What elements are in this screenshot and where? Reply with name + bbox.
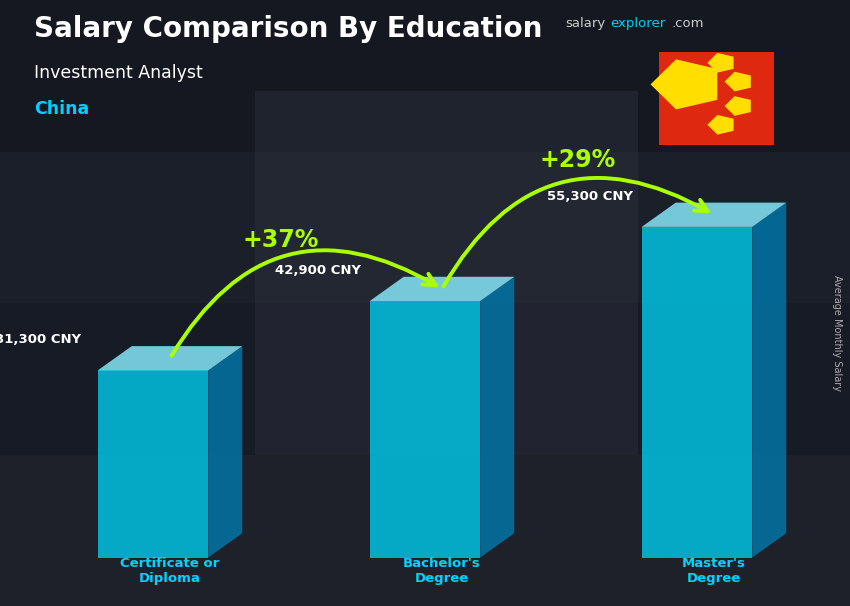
Bar <box>0 303 850 454</box>
Polygon shape <box>98 370 208 558</box>
Text: 55,300 CNY: 55,300 CNY <box>547 190 633 202</box>
Bar <box>255 91 638 454</box>
Text: salary: salary <box>565 17 605 30</box>
Text: 31,300 CNY: 31,300 CNY <box>0 333 81 346</box>
Text: +29%: +29% <box>540 148 616 172</box>
Text: +37%: +37% <box>242 228 319 253</box>
Text: explorer: explorer <box>610 17 666 30</box>
Text: China: China <box>34 100 89 118</box>
Text: Investment Analyst: Investment Analyst <box>34 64 203 82</box>
Polygon shape <box>370 301 480 558</box>
Bar <box>0 0 850 152</box>
Polygon shape <box>370 277 514 301</box>
Bar <box>0 152 850 303</box>
Text: Salary Comparison By Education: Salary Comparison By Education <box>34 15 542 43</box>
Bar <box>659 52 774 145</box>
Polygon shape <box>208 346 242 558</box>
Text: 42,900 CNY: 42,900 CNY <box>275 264 361 277</box>
Text: Certificate or
Diploma: Certificate or Diploma <box>121 557 219 585</box>
Polygon shape <box>642 227 752 558</box>
Polygon shape <box>480 277 514 558</box>
Text: Master's
Degree: Master's Degree <box>682 557 746 585</box>
Polygon shape <box>642 202 786 227</box>
Text: .com: .com <box>672 17 704 30</box>
Text: Bachelor's
Degree: Bachelor's Degree <box>403 557 481 585</box>
Bar <box>0 454 850 606</box>
Polygon shape <box>98 346 242 370</box>
Polygon shape <box>752 202 786 558</box>
Text: Average Monthly Salary: Average Monthly Salary <box>832 275 842 391</box>
